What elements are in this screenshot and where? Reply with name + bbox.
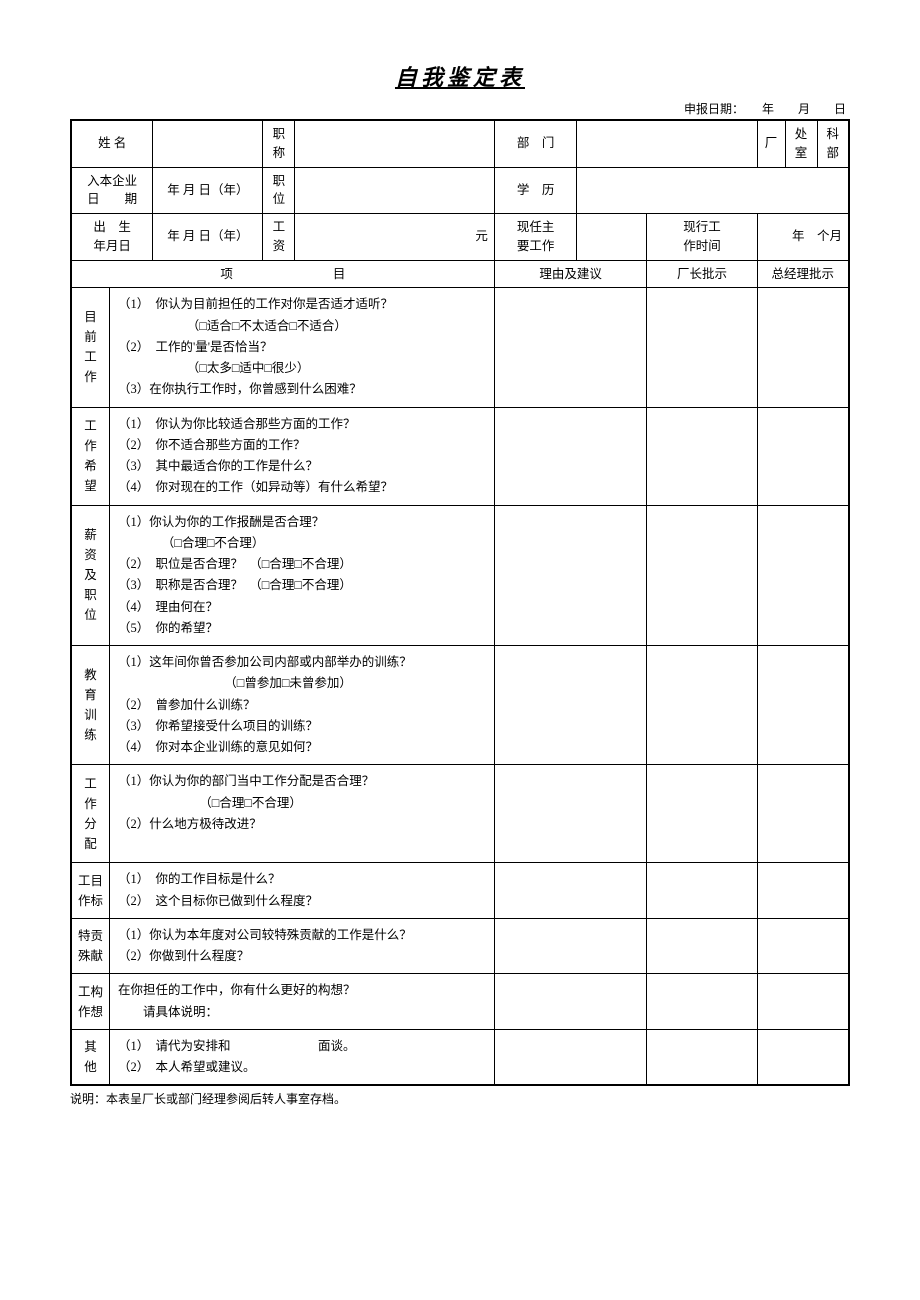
section-gm — [757, 1029, 849, 1085]
footnote: 说明：本表呈厂长或部门经理参阅后转人事室存档。 — [70, 1090, 850, 1107]
section-reason — [494, 765, 647, 863]
section-factory — [647, 505, 757, 646]
section-gm — [757, 505, 849, 646]
section-row: 工目 作标 （1） 你的工作目标是什么？ （2） 这个目标你已做到什么程度？ — [71, 863, 849, 919]
section-gm — [757, 863, 849, 919]
factory-header: 厂长批示 — [647, 260, 757, 288]
section-gm — [757, 974, 849, 1030]
section-row: 教 育 训 练 （1）这年间你曾否参加公司内部或内部举办的训练？ （□曾参加□未… — [71, 646, 849, 765]
section-row: 工 作 分 配 （1）你认为你的部门当中工作分配是否合理？ （□合理□不合理） … — [71, 765, 849, 863]
self-evaluation-table: 姓 名 职 称 部 门 厂 处 室 科 部 入本企业 日 期 年 月 日（年） … — [70, 119, 850, 1086]
section-factory — [647, 288, 757, 407]
education-value — [577, 167, 849, 214]
section-label: 目 前 工 作 — [71, 288, 110, 407]
name-value — [153, 120, 263, 167]
section-label: 特贡 殊献 — [71, 918, 110, 974]
section-factory — [647, 646, 757, 765]
section-reason — [494, 407, 647, 505]
form-title: 自我鉴定表 — [70, 60, 850, 92]
birth-value: 年 月 日（年） — [153, 214, 263, 261]
section-factory — [647, 407, 757, 505]
section-content: （1） 你认为目前担任的工作对你是否适才适听？ （□适合□不太适合□不适合） （… — [110, 288, 495, 407]
position-value — [295, 167, 495, 214]
section-factory — [647, 974, 757, 1030]
section-row: 其 他 （1） 请代为安排和 面谈。 （2） 本人希望或建议。 — [71, 1029, 849, 1085]
item-header: 项 目 — [71, 260, 494, 288]
section-content: （1） 你的工作目标是什么？ （2） 这个目标你已做到什么程度？ — [110, 863, 495, 919]
header-row-2: 入本企业 日 期 年 月 日（年） 职 位 学 历 — [71, 167, 849, 214]
section-content: 在你担任的工作中，你有什么更好的构想？ 请具体说明： — [110, 974, 495, 1030]
office-label: 处 室 — [785, 120, 817, 167]
section-factory — [647, 765, 757, 863]
section-content: （1）这年间你曾否参加公司内部或内部举办的训练？ （□曾参加□未曾参加） （2）… — [110, 646, 495, 765]
section-row: 目 前 工 作 （1） 你认为目前担任的工作对你是否适才适听？ （□适合□不太适… — [71, 288, 849, 407]
section-label: 科 部 — [817, 120, 849, 167]
title-label: 职 称 — [263, 120, 295, 167]
dept-label: 部 门 — [494, 120, 577, 167]
join-date-value: 年 月 日（年） — [153, 167, 263, 214]
section-reason — [494, 505, 647, 646]
section-content: （1）你认为你的工作报酬是否合理？ （□合理□不合理） （2） 职位是否合理？ … — [110, 505, 495, 646]
section-label: 教 育 训 练 — [71, 646, 110, 765]
salary-label: 工 资 — [263, 214, 295, 261]
mainwork-value — [577, 214, 647, 261]
column-header-row: 项 目 理由及建议 厂长批示 总经理批示 — [71, 260, 849, 288]
section-gm — [757, 407, 849, 505]
section-reason — [494, 974, 647, 1030]
section-gm — [757, 765, 849, 863]
section-row: 工 作 希 望 （1） 你认为你比较适合那些方面的工作？ （2） 你不适合那些方… — [71, 407, 849, 505]
header-row-3: 出 生 年月日 年 月 日（年） 工 资 元 现任主 要工作 现行工 作时间 年… — [71, 214, 849, 261]
section-gm — [757, 288, 849, 407]
mainwork-label: 现任主 要工作 — [494, 214, 577, 261]
section-content: （1）你认为本年度对公司较特殊贡献的工作是什么？ （2）你做到什么程度？ — [110, 918, 495, 974]
title-value — [295, 120, 495, 167]
header-row-1: 姓 名 职 称 部 门 厂 处 室 科 部 — [71, 120, 849, 167]
section-content: （1）你认为你的部门当中工作分配是否合理？ （□合理□不合理） （2）什么地方极… — [110, 765, 495, 863]
section-factory — [647, 1029, 757, 1085]
duration-value: 年 个月 — [757, 214, 849, 261]
salary-value: 元 — [295, 214, 495, 261]
section-row: 工构 作想 在你担任的工作中，你有什么更好的构想？ 请具体说明： — [71, 974, 849, 1030]
join-date-label: 入本企业 日 期 — [71, 167, 153, 214]
section-reason — [494, 288, 647, 407]
section-factory — [647, 863, 757, 919]
report-date: 申报日期： 年 月 日 — [70, 100, 850, 117]
section-gm — [757, 646, 849, 765]
section-reason — [494, 863, 647, 919]
education-label: 学 历 — [494, 167, 577, 214]
section-content: （1） 你认为你比较适合那些方面的工作？ （2） 你不适合那些方面的工作？ （3… — [110, 407, 495, 505]
birth-label: 出 生 年月日 — [71, 214, 153, 261]
section-reason — [494, 646, 647, 765]
dept-value — [577, 120, 757, 167]
duration-label: 现行工 作时间 — [647, 214, 757, 261]
section-gm — [757, 918, 849, 974]
section-row: 薪 资 及 职 位 （1）你认为你的工作报酬是否合理？ （□合理□不合理） （2… — [71, 505, 849, 646]
section-content: （1） 请代为安排和 面谈。 （2） 本人希望或建议。 — [110, 1029, 495, 1085]
section-label: 薪 资 及 职 位 — [71, 505, 110, 646]
name-label: 姓 名 — [71, 120, 153, 167]
section-label: 工 作 分 配 — [71, 765, 110, 863]
section-label: 工目 作标 — [71, 863, 110, 919]
section-label: 其 他 — [71, 1029, 110, 1085]
section-reason — [494, 1029, 647, 1085]
position-label: 职 位 — [263, 167, 295, 214]
factory-label: 厂 — [757, 120, 785, 167]
section-reason — [494, 918, 647, 974]
gm-header: 总经理批示 — [757, 260, 849, 288]
reason-header: 理由及建议 — [494, 260, 647, 288]
section-row: 特贡 殊献 （1）你认为本年度对公司较特殊贡献的工作是什么？ （2）你做到什么程… — [71, 918, 849, 974]
section-label: 工构 作想 — [71, 974, 110, 1030]
section-label: 工 作 希 望 — [71, 407, 110, 505]
section-factory — [647, 918, 757, 974]
